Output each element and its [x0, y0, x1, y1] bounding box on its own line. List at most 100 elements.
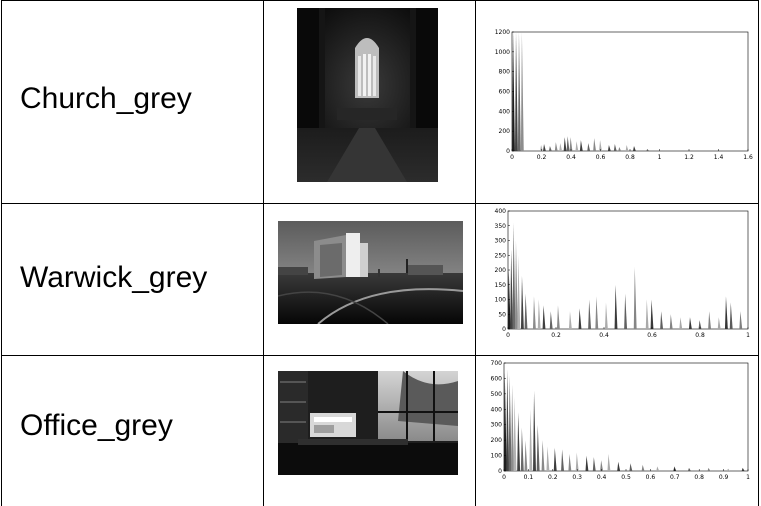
histogram-bar: [568, 311, 572, 329]
histogram-bar: [520, 427, 524, 471]
histogram-bar: [614, 284, 618, 329]
histogram-bar: [633, 267, 637, 329]
histogram-bar: [524, 440, 528, 471]
histogram-bar: [585, 455, 589, 471]
histogram-bar: [568, 454, 572, 471]
histogram-bar: [520, 32, 524, 151]
x-tick-label: 0.1: [524, 474, 534, 481]
histogram-bar: [588, 299, 592, 329]
histogram-bar: [563, 137, 567, 151]
histogram-bar: [559, 143, 563, 151]
histogram-bar: [617, 461, 621, 471]
x-tick-label: 0: [502, 474, 506, 481]
y-tick-label: 200: [491, 437, 503, 444]
histogram-bar: [549, 311, 553, 329]
histogram-bar: [641, 464, 645, 471]
y-tick-label: 700: [491, 360, 503, 367]
histogram-bar: [729, 302, 733, 329]
y-tick-label: 0: [502, 326, 506, 333]
histogram-bar: [679, 317, 683, 329]
table-divider-col1: [263, 0, 264, 506]
histogram-bar: [724, 296, 728, 329]
y-tick-label: 250: [495, 252, 507, 259]
histogram-bar: [673, 466, 677, 471]
x-tick-label: 0.7: [670, 474, 680, 481]
y-tick-label: 200: [495, 267, 507, 274]
plot-frame: [507, 210, 749, 330]
histogram-bar: [741, 467, 745, 471]
table-divider-col2: [475, 0, 476, 506]
y-tick-label: 400: [499, 108, 511, 115]
x-tick-label: 0.4: [597, 474, 607, 481]
table-border-top: [1, 0, 759, 1]
histogram-bar: [514, 240, 518, 329]
plot-frame: [503, 362, 749, 472]
x-tick-label: 0.5: [621, 474, 631, 481]
office-grey-image: [278, 371, 458, 475]
y-tick-label: 200: [499, 128, 511, 135]
y-tick-label: 350: [495, 223, 507, 230]
x-tick-label: 0.4: [566, 154, 576, 161]
histogram-bar: [698, 320, 702, 329]
histogram-bar: [566, 136, 570, 151]
x-tick-label: 0.8: [695, 332, 705, 339]
y-tick-label: 100: [491, 453, 503, 460]
y-tick-label: 600: [491, 375, 503, 382]
x-tick-label: 0.2: [548, 474, 558, 481]
x-tick-label: 0.2: [551, 332, 561, 339]
histogram-bar: [669, 314, 673, 329]
histogram-bar: [592, 457, 596, 471]
histogram-bar: [537, 299, 541, 329]
histogram-bar: [645, 299, 649, 329]
histogram-bar: [600, 460, 604, 471]
histogram-bar: [503, 372, 507, 471]
histogram-bar: [512, 222, 516, 329]
y-tick-label: 300: [491, 422, 503, 429]
histogram-bar: [595, 296, 599, 329]
histogram-bar: [717, 317, 721, 329]
y-tick-label: 0: [506, 148, 510, 155]
histogram-bar: [629, 463, 633, 471]
histogram-bar: [508, 375, 512, 471]
table-border-left: [1, 0, 2, 506]
x-tick-label: 0.3: [572, 474, 582, 481]
y-tick-label: 600: [499, 89, 511, 96]
histogram-bar: [517, 32, 521, 151]
row-label-office: Office_grey: [20, 409, 173, 442]
histogram-bar: [633, 146, 636, 151]
histogram-bar: [593, 138, 597, 151]
histogram-bar: [520, 275, 524, 329]
x-tick-label: 1.6: [743, 154, 753, 161]
y-tick-label: 400: [491, 406, 503, 413]
histogram-bar: [604, 302, 608, 329]
y-tick-label: 1000: [495, 49, 510, 56]
x-tick-label: 0.9: [719, 474, 729, 481]
row-label-warwick: Warwick_grey: [20, 261, 208, 294]
histogram-bar: [613, 144, 617, 151]
histogram-bar: [554, 142, 558, 151]
y-tick-label: 300: [495, 238, 507, 245]
histogram-bar: [553, 447, 557, 471]
histogram-bar: [727, 468, 730, 471]
histogram-bar: [542, 305, 546, 329]
histogram-bar: [707, 467, 711, 471]
histogram-bar: [511, 384, 515, 471]
histogram-bar: [646, 149, 650, 151]
y-tick-label: 50: [498, 311, 506, 318]
histogram-bar: [575, 452, 579, 471]
table-divider-row2: [1, 355, 759, 356]
histogram-bar: [656, 466, 660, 471]
histogram-bar: [510, 249, 514, 329]
x-tick-label: 0.2: [537, 154, 547, 161]
histogram-bar: [513, 396, 517, 471]
plot-frame: [511, 31, 749, 152]
histogram-bar: [599, 140, 602, 151]
x-tick-label: 1.2: [684, 154, 694, 161]
row-label-church: Church_grey: [20, 82, 192, 115]
histogram-bar: [517, 255, 521, 329]
y-tick-label: 100: [495, 297, 507, 304]
y-tick-label: 400: [495, 208, 507, 215]
x-tick-label: 0: [506, 332, 510, 339]
histogram-bar: [543, 144, 546, 151]
histogram-bar: [708, 311, 712, 329]
